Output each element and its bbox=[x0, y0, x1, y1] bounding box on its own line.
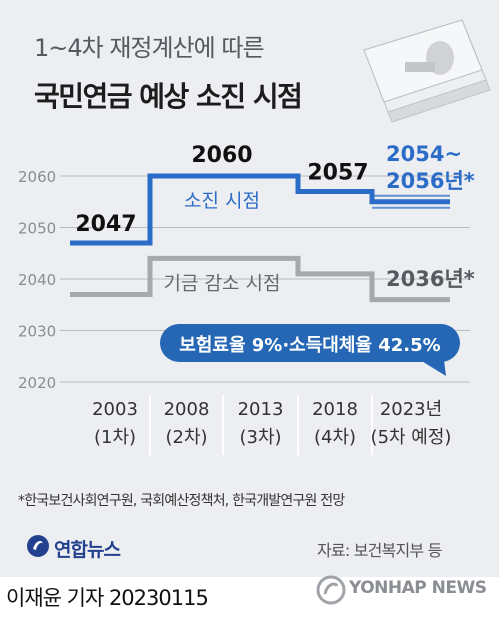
series-name-label: 기금 감소 시점 bbox=[164, 272, 281, 294]
watermark-text: YONHAP NEWS bbox=[349, 578, 487, 598]
x-tick-label: 2018 bbox=[312, 399, 358, 420]
chart-subtitle: 1~4차 재정계산에 따른 bbox=[34, 34, 265, 62]
data-label: 2057 bbox=[307, 160, 368, 185]
money-stack-icon bbox=[363, 19, 491, 123]
x-tick-label: 2003 bbox=[92, 399, 138, 420]
x-tick-sublabel: (3차) bbox=[239, 427, 281, 448]
y-tick-label: 2060 bbox=[18, 168, 56, 186]
annotation-text: 보험료율 9%·소득대체율 42.5% bbox=[179, 334, 440, 356]
series-line-2 bbox=[70, 255, 450, 303]
annotation-box bbox=[160, 324, 460, 362]
yonhap-logo-icon bbox=[27, 535, 49, 557]
reporter-credit: 이재윤 기자 20230115 bbox=[6, 586, 209, 610]
data-label: 2036년* bbox=[386, 267, 475, 291]
series-line-1 bbox=[70, 173, 450, 246]
x-tick-sublabel: (1차) bbox=[94, 427, 136, 448]
x-tick-sublabel: (5차 예정) bbox=[371, 427, 452, 448]
logo-text: 연합뉴스 bbox=[54, 539, 121, 561]
series-name-label: 소진 시점 bbox=[184, 190, 260, 212]
y-tick-label: 2050 bbox=[18, 220, 56, 238]
x-tick-sublabel: (2차) bbox=[165, 427, 207, 448]
x-tick-label: 2023년 bbox=[380, 399, 442, 420]
chart-title: 국민연금 예상 소진 시점 bbox=[34, 80, 303, 113]
y-tick-label: 2040 bbox=[18, 271, 56, 289]
data-label: 2060 bbox=[191, 143, 252, 168]
x-tick-label: 2013 bbox=[238, 399, 284, 420]
x-tick-label: 2008 bbox=[164, 399, 210, 420]
y-tick-label: 2020 bbox=[18, 374, 56, 392]
data-label: 2054~ bbox=[386, 142, 462, 166]
source-text: 자료: 보건복지부 등 bbox=[317, 541, 442, 560]
x-tick-sublabel: (4차) bbox=[314, 427, 356, 448]
data-label: 2056년* bbox=[386, 169, 475, 193]
data-label: 2047 bbox=[75, 212, 136, 237]
watermark-icon bbox=[316, 575, 346, 605]
y-tick-label: 2030 bbox=[18, 323, 56, 341]
footnote: *한국보건사회연구원, 국회예산정책처, 한국개발연구원 전망 bbox=[18, 493, 345, 509]
annotation-pointer bbox=[420, 360, 446, 376]
